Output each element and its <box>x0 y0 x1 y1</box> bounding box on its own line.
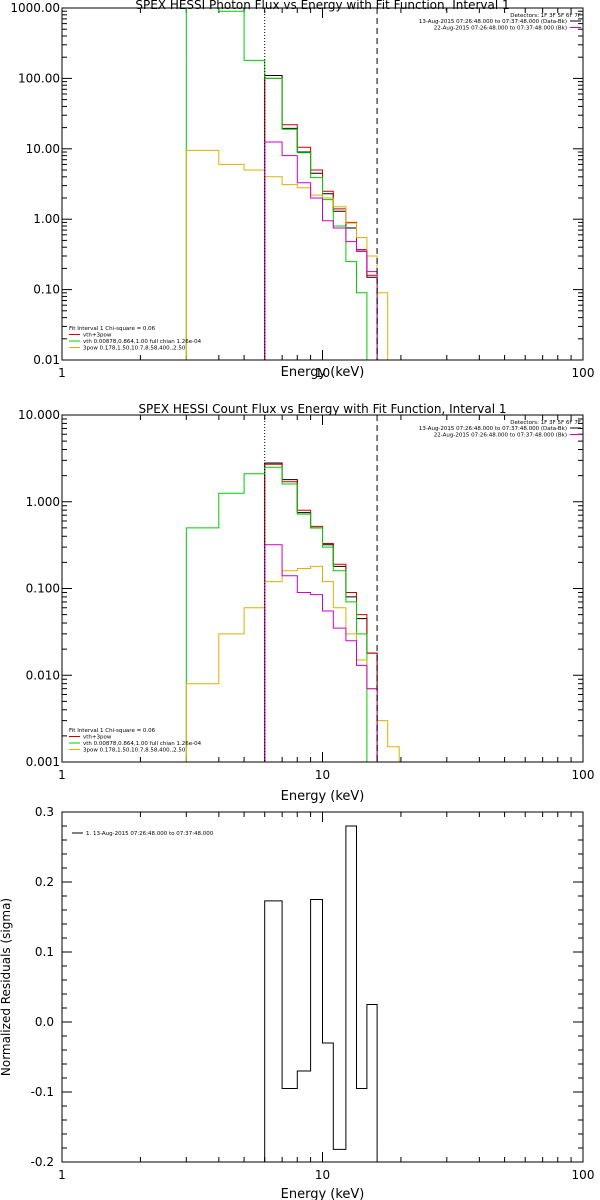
x-tick-label: 100 <box>572 366 595 380</box>
chart-3: 1 10 100 Energy (keV) -0.2 -0.1 0.0 0.1 0.2 0.3 No… <box>0 805 594 1200</box>
series-line-1 <box>264 462 378 762</box>
y-tick-label: 100.00 <box>18 71 60 85</box>
chart-title: SPEX HESSI Photon Flux vs Energy with Fi… <box>135 0 509 12</box>
legend-left: 1. 13-Aug-2015 07:26:48.000 to 07:37:48.… <box>72 831 214 837</box>
x-tick-label: 100 <box>572 1168 595 1182</box>
series-line-3 <box>185 8 368 360</box>
chart-2: SPEX HESSI Count Flux vs Energy with Fit… <box>18 402 594 804</box>
x-tick-label: 10 <box>315 366 330 380</box>
series-line-1 <box>264 825 378 1162</box>
y-tick-label: 10.00 <box>26 142 60 156</box>
series-line-2 <box>264 463 378 762</box>
plot-frame <box>61 811 584 1163</box>
x-tick-label: 1 <box>58 366 66 380</box>
legend-header: Fit Interval 1 Chi-square = 0.06 <box>69 326 156 332</box>
x-tick-label: 10 <box>315 768 330 782</box>
legend-entry-text: 22-Aug-2015 07:26:48.000 to 07:37:48.000… <box>434 26 567 32</box>
y-tick-label: 0.100 <box>26 582 60 596</box>
y-tick-label: 0.1 <box>35 945 54 959</box>
legend-entry-text: 13-Aug-2015 07:26:48.000 to 07:37:48.000… <box>419 426 567 432</box>
legend-left: Fit Interval 1 Chi-square = 0.06vth+3pow… <box>69 326 202 352</box>
y-tick-label: 0.3 <box>35 805 54 819</box>
x-tick-label: 1 <box>58 1168 66 1182</box>
legend-entry-text: vth+3pow <box>83 333 112 339</box>
x-axis-label: Energy (keV) <box>281 365 365 380</box>
y-tick-label: 0.0 <box>35 1015 54 1029</box>
legend-entry-text: vth+3pow <box>83 735 112 741</box>
legend-header: Fit Interval 1 Chi-square = 0.06 <box>69 728 156 734</box>
x-axis-label: Energy (keV) <box>281 1187 365 1200</box>
series-line-3 <box>185 466 368 762</box>
x-tick-label: 1 <box>58 768 66 782</box>
y-tick-label: -0.2 <box>31 1155 54 1169</box>
y-tick-label: 0.001 <box>26 755 60 769</box>
y-tick-label: 0.01 <box>33 353 60 367</box>
y-axis: 0.001 0.010 0.100 1.000 10.000 <box>18 408 583 769</box>
series-line-5 <box>264 141 378 360</box>
series-group <box>185 8 389 360</box>
plot-frame <box>61 7 584 361</box>
x-tick-label: 100 <box>572 768 595 782</box>
series-line-2 <box>264 77 378 360</box>
chart-title: SPEX HESSI Count Flux vs Energy with Fit… <box>138 402 506 416</box>
legend-entry-text: vth 0.00878,0.864,1.00 full chian 1.26e-… <box>83 339 202 345</box>
x-tick-label: 10 <box>315 1168 330 1182</box>
series-group <box>264 825 378 1162</box>
legend-header: Detectors: 1F 3F 5F 6F 7F <box>510 13 581 19</box>
x-axis: 1 10 100 <box>58 415 594 782</box>
series-line-1 <box>264 75 378 360</box>
y-tick-label: 0.2 <box>35 875 54 889</box>
legend-entry-text: 13-Aug-2015 07:26:48.000 to 07:37:48.000… <box>419 19 567 25</box>
legend-entry-text: vth 0.00878,0.864,1.00 full chian 1.26e-… <box>83 741 202 747</box>
series-line-4 <box>185 149 389 360</box>
y-tick-label: 10.000 <box>18 408 60 422</box>
legend-left: Fit Interval 1 Chi-square = 0.06vth+3pow… <box>69 728 202 754</box>
legend-entry-text: 22-Aug-2015 07:26:48.000 to 07:37:48.000… <box>434 433 567 439</box>
legend-entry-text: 3pow 0.178,1.50,10.7,8.58,400.,2.50 <box>83 346 186 352</box>
y-tick-label: -0.1 <box>31 1085 54 1099</box>
y-tick-label: 1.000 <box>26 495 60 509</box>
legend-header: Detectors: 1F 3F 5F 6F 7F <box>510 420 581 426</box>
y-tick-label: 1000.00 <box>10 1 60 15</box>
series-line-5 <box>264 544 378 762</box>
chart-1: SPEX HESSI Photon Flux vs Energy with Fi… <box>10 0 594 380</box>
legend-entry-text: 1. 13-Aug-2015 07:26:48.000 to 07:37:48.… <box>86 831 214 837</box>
x-axis: 1 10 100 <box>58 812 594 1182</box>
y-axis-label: Normalized Residuals (sigma) <box>0 898 13 1076</box>
series-group <box>185 462 400 762</box>
y-axis: -0.2 -0.1 0.0 0.1 0.2 0.3 <box>31 805 583 1169</box>
y-tick-label: 0.10 <box>33 283 60 297</box>
y-tick-label: 1.00 <box>33 212 60 226</box>
plot-frame <box>61 414 584 763</box>
x-axis-label: Energy (keV) <box>281 789 365 804</box>
y-tick-label: 0.010 <box>26 668 60 682</box>
legend-entry-text: 3pow 0.178,1.50,10.7,8.58,400.,2.50 <box>83 748 186 754</box>
y-axis: 0.01 0.10 1.00 10.00 100.00 1000.00 <box>10 1 583 367</box>
